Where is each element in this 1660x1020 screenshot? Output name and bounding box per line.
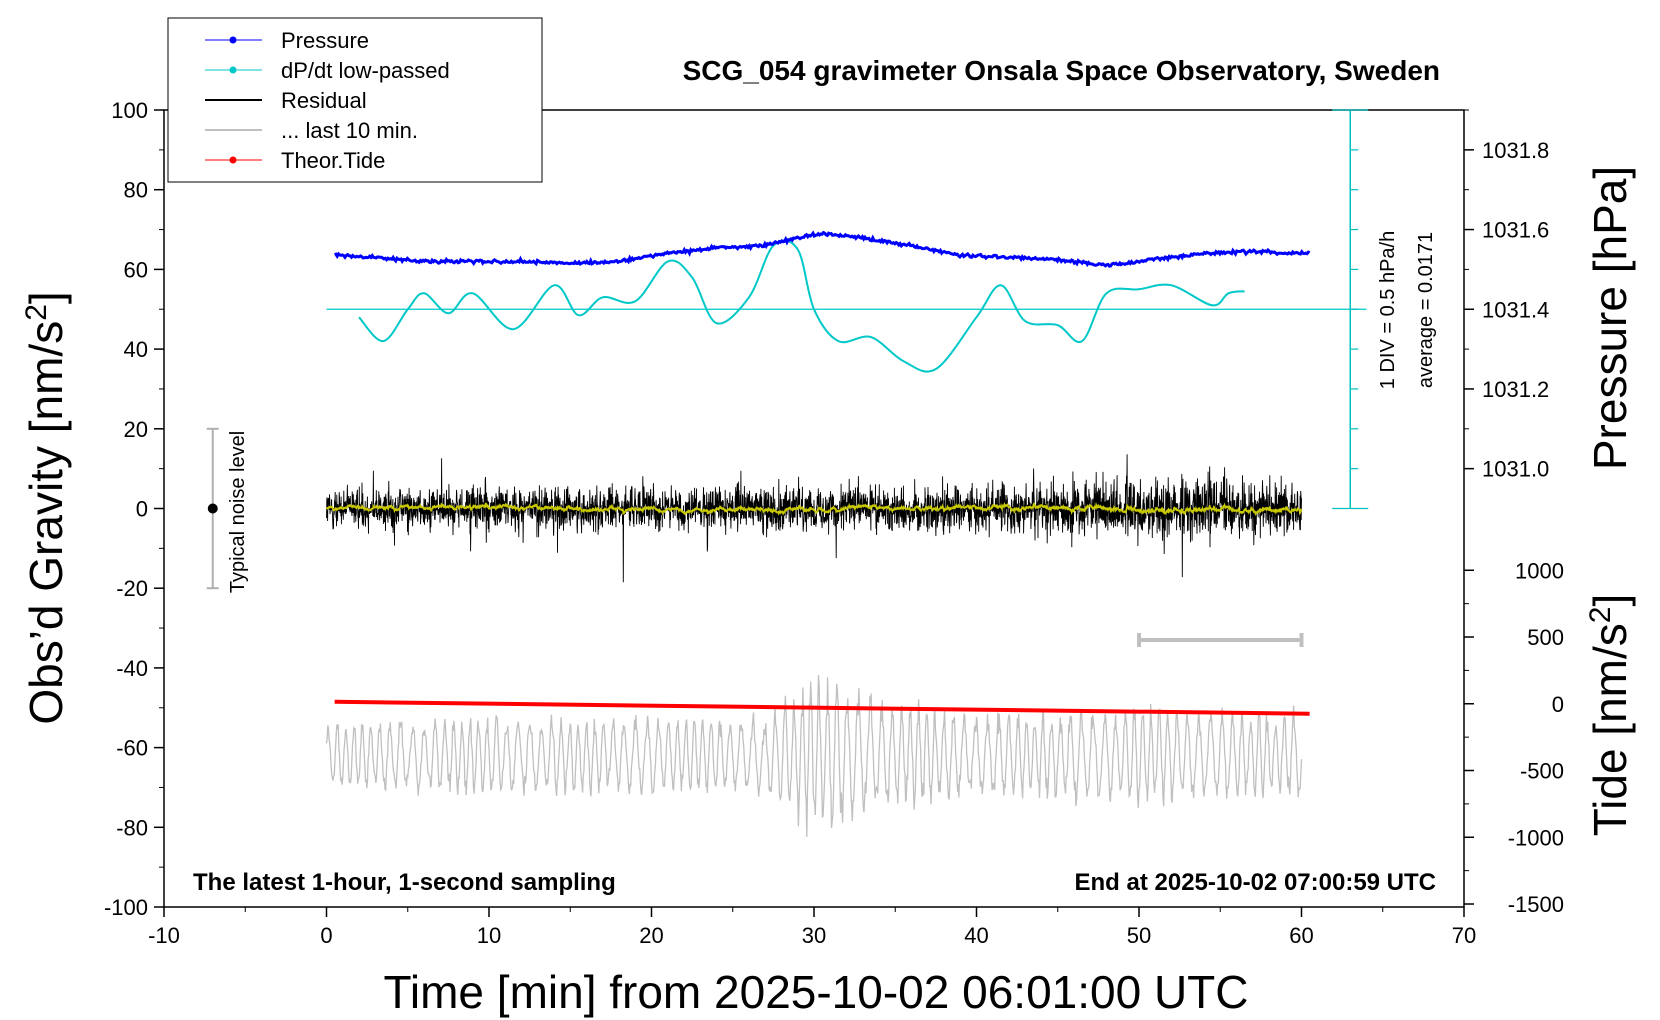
typical-noise-dot	[207, 503, 218, 514]
y-axis-label-pressure: Pressure [hPa]	[1584, 166, 1636, 470]
legend: Pressure dP/dt low-passed Residual ... l…	[167, 17, 543, 183]
series-dpdt-low-passed	[358, 239, 1245, 373]
y-tick-label: -100	[104, 895, 148, 920]
tide-tick-label: -1500	[1508, 892, 1564, 917]
y-axis-label-left: Obs’d Gravity [nm/s2]	[20, 291, 72, 724]
pressure-tick-label: 1031.0	[1482, 457, 1549, 482]
legend-dpdt-marker	[229, 66, 237, 74]
pressure-tick-label: 1031.8	[1482, 138, 1549, 163]
legend-tide-marker	[229, 156, 237, 164]
y-tick-label: 20	[124, 417, 148, 442]
pressure-tick-label: 1031.6	[1482, 218, 1549, 243]
y-tick-label: 80	[124, 178, 148, 203]
tide-tick-label: 500	[1527, 625, 1564, 650]
chart-title: SCG_054 gravimeter Onsala Space Observat…	[683, 55, 1440, 86]
x-tick-label: 40	[964, 923, 988, 948]
legend-label-last10: ... last 10 min.	[281, 118, 418, 143]
x-tick-label: 50	[1127, 923, 1151, 948]
y-tick-label: 0	[136, 497, 148, 522]
series-pressure	[333, 230, 1311, 268]
legend-label-dpdt: dP/dt low-passed	[281, 58, 450, 83]
tick-layer: -10 0 10 20 30 40 50 60 70-100-80-60-40-20020406…	[104, 98, 1564, 948]
typical-noise-label: Typical noise level	[227, 431, 249, 593]
x-tick-label: 10	[477, 923, 501, 948]
bottom-left-note: The latest 1-hour, 1-second sampling	[193, 869, 616, 896]
y-tick-label: -20	[116, 576, 148, 601]
series-residual	[326, 454, 1302, 583]
tide-tick-label: -1000	[1508, 825, 1564, 850]
pressure-tick-label: 1031.4	[1482, 297, 1549, 322]
legend-pressure-marker	[229, 36, 237, 44]
x-tick-label: 60	[1289, 923, 1313, 948]
series-last-10-min	[325, 674, 1303, 838]
tide-tick-label: 1000	[1515, 558, 1564, 583]
average-note: average = 0.0171	[1415, 232, 1437, 388]
x-tick-label: 0	[320, 923, 332, 948]
y-tick-label: -80	[116, 815, 148, 840]
bottom-right-note: End at 2025-10-02 07:00:59 UTC	[1075, 869, 1437, 896]
y-tick-label: 60	[124, 257, 148, 282]
series-theor-tide	[334, 699, 1310, 716]
y-axis-label-tide: Tide [nm/s2]	[1584, 594, 1636, 837]
legend-label-residual: Residual	[281, 88, 367, 113]
legend-label-pressure: Pressure	[281, 28, 369, 53]
y-tick-label: 100	[111, 98, 148, 123]
y-tick-label: -60	[116, 736, 148, 761]
x-axis-label: Time [min] from 2025-10-02 06:01:00 UTC	[384, 966, 1249, 1018]
legend-label-tide: Theor.Tide	[281, 148, 385, 173]
x-tick-label: 30	[802, 923, 826, 948]
tide-tick-label: 0	[1552, 692, 1564, 717]
series-residual-smoothed	[325, 501, 1303, 517]
series-layer	[206, 109, 1369, 838]
tide-tick-label: -500	[1520, 759, 1564, 784]
y-tick-label: 40	[124, 337, 148, 362]
pressure-tick-label: 1031.2	[1482, 377, 1549, 402]
scale-bar-note: 1 DIV = 0.5 hPa/h	[1377, 231, 1399, 389]
y-tick-label: -40	[116, 656, 148, 681]
x-tick-label: -10	[148, 923, 180, 948]
x-tick-label: 70	[1452, 923, 1476, 948]
x-tick-label: 20	[639, 923, 663, 948]
